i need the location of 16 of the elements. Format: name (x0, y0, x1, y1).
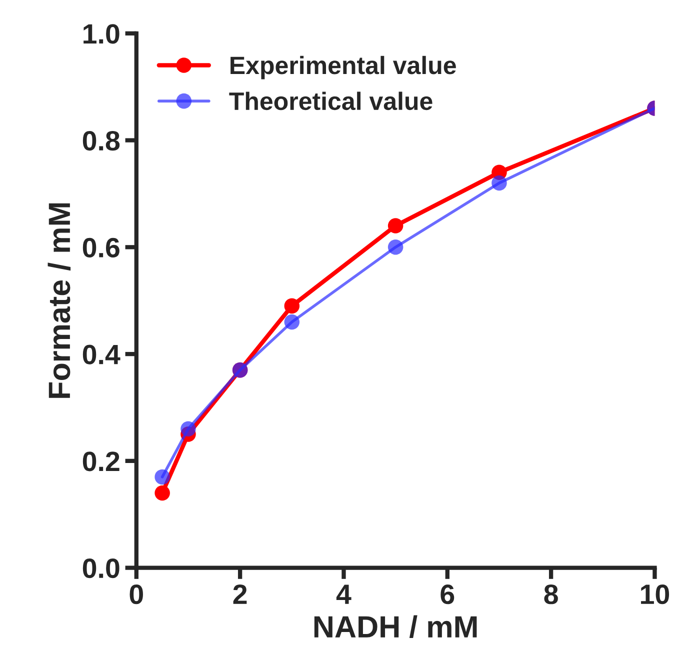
x-tick-label: 8 (544, 584, 558, 604)
x-tick-label: 2 (233, 584, 247, 604)
x-tick-label: 4 (336, 584, 352, 604)
x-tick-label: 10 (641, 584, 670, 604)
y-tick-label: 0.0 (82, 558, 120, 578)
x-axis-title: NADH / mM (314, 615, 477, 638)
y-tick-label: 0.4 (82, 344, 120, 364)
legend-label: Theoretical value (229, 92, 432, 110)
x-tick-label: 6 (440, 584, 454, 604)
x-tick-label: 0 (130, 584, 143, 604)
y-tick-label: 0.2 (82, 452, 120, 472)
y-axis-title: Formate / mM (48, 203, 71, 398)
legend-label: Experimental value (230, 56, 456, 80)
y-tick-label: 0.6 (82, 238, 120, 258)
y-tick-label: 1.0 (84, 24, 120, 44)
y-tick-label: 0.8 (82, 130, 120, 151)
